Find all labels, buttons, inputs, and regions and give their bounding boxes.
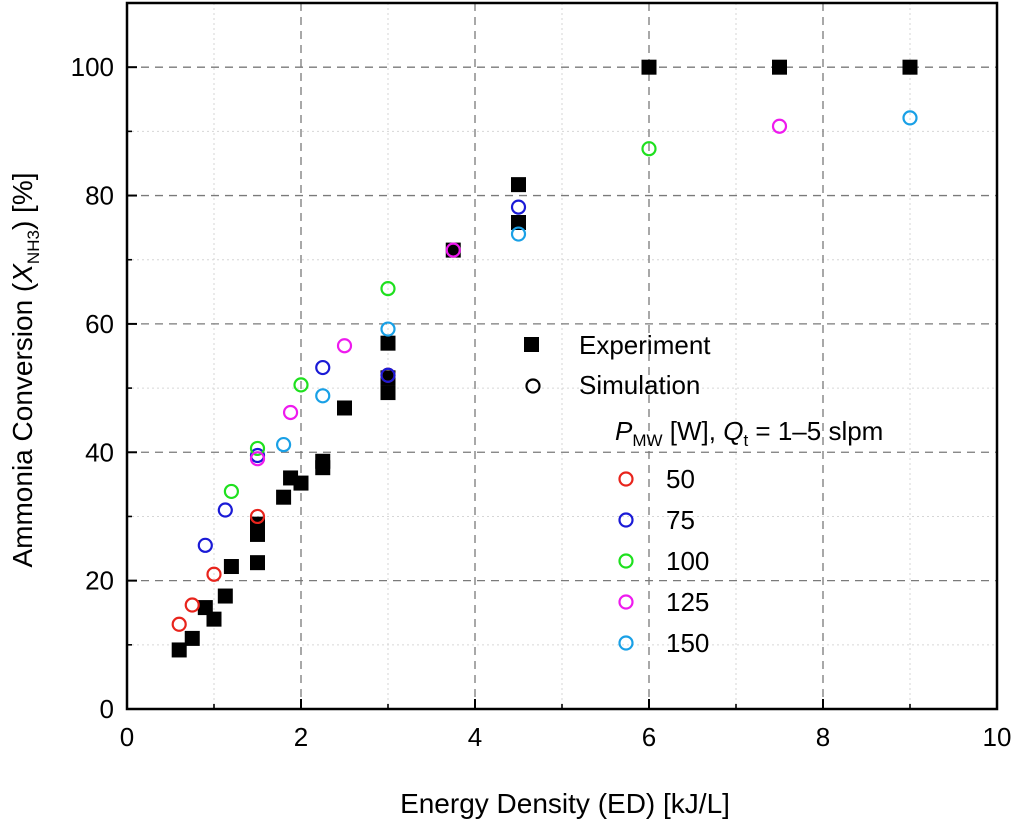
simulation-point-50 [171,616,187,632]
y-tick-label: 40 [85,437,114,467]
x-tick-label: 4 [468,722,482,752]
grid-lines [127,3,997,709]
legend-header-mid: [W], [663,416,724,446]
experiment-series [171,59,918,658]
simulation-point-150 [380,321,396,337]
experiment-point [206,611,222,627]
simulation-point-100 [641,141,657,157]
y-tick-label: 20 [85,566,114,596]
x-tick-label: 8 [816,722,830,752]
experiment-point [197,600,213,616]
experiment-point [380,385,396,401]
legend-label-75: 75 [666,505,695,535]
simulation-point-150 [902,110,918,126]
legend-label-100: 100 [666,546,709,576]
legend-marker-50 [618,471,634,487]
x-tick-label: 6 [642,722,656,752]
experiment-point [511,215,526,231]
simulation-point-125 [445,242,461,258]
experiment-point [380,335,396,351]
simulation-point-125 [771,118,788,134]
x-axis-title: Energy Density (ED) [kJ/L] [400,788,730,819]
simulation-series [171,110,918,632]
x-tick-label: 10 [983,722,1012,752]
x-tick-label: 0 [120,722,134,752]
y-axis-title-end: ) [%] [7,172,38,230]
simulation-point-75 [510,199,527,215]
y-tick-label: 100 [71,52,114,82]
simulation-point-150 [276,436,292,453]
y-tick-label: 80 [85,181,114,211]
experiment-point [902,59,918,75]
experiment-point [293,475,309,491]
simulation-point-125 [336,338,353,354]
simulation-point-50 [249,508,266,525]
plot-frame [125,1,999,711]
legend-header-q: Q [723,416,743,446]
y-tick-label: 60 [85,309,114,339]
experiment-point [223,559,239,575]
simulation-point-75 [315,359,331,376]
simulation-point-75 [217,502,233,518]
legend: Experiment Simulation PMW [W], Qt = 1–5 … [524,330,883,658]
experiment-point [315,453,331,469]
simulation-point-75 [197,537,213,553]
experiment-point [641,59,657,75]
legend-label-50: 50 [666,464,695,494]
simulation-point-75 [380,367,396,383]
simulation-point-100 [223,483,239,500]
experiment-point [217,588,233,604]
legend-header: PMW [W], Qt = 1–5 slpm [615,416,883,450]
legend-experiment-marker [524,337,539,352]
legend-header-p-sub: MW [632,431,662,450]
legend-header-q-sub: t [743,431,748,450]
simulation-point-150 [315,388,331,404]
legend-label-125: 125 [666,587,709,617]
simulation-point-100 [249,440,266,457]
simulation-point-125 [282,404,299,421]
experiment-point [337,400,352,416]
legend-experiment-label: Experiment [579,330,711,360]
legend-header-tail: = 1–5 slpm [748,416,883,446]
y-axis-title-start: Ammonia Conversion ( [7,282,38,567]
experiment-point [171,642,187,658]
y-tick-label: 0 [100,694,114,724]
legend-simulation-label: Simulation [579,370,700,400]
legend-marker-75 [618,512,634,528]
experiment-point [184,630,200,646]
y-axis-title: Ammonia Conversion (XNH3) [%] [7,172,43,567]
experiment-point [250,555,265,571]
legend-marker-150 [618,635,634,651]
x-tick-label: 2 [294,722,308,752]
simulation-point-125 [249,451,266,467]
y-axis-title-subscript: NH3 [24,230,43,264]
experiment-point [445,242,461,258]
simulation-point-100 [380,281,396,297]
experiment-point [772,59,787,75]
y-axis-title-variable: X [7,263,38,284]
experiment-point [511,177,526,193]
legend-header-p: P [615,416,633,446]
legend-marker-100 [618,553,634,569]
simulation-point-100 [293,377,309,393]
legend-marker-125 [618,594,634,610]
legend-entries: 50 75 100 125 150 [618,464,709,658]
legend-label-150: 150 [666,628,709,658]
legend-simulation-marker [525,378,541,394]
experiment-point [276,489,292,505]
simulation-point-50 [184,597,200,613]
simulation-point-50 [206,566,222,582]
simulation-point-150 [510,226,527,242]
